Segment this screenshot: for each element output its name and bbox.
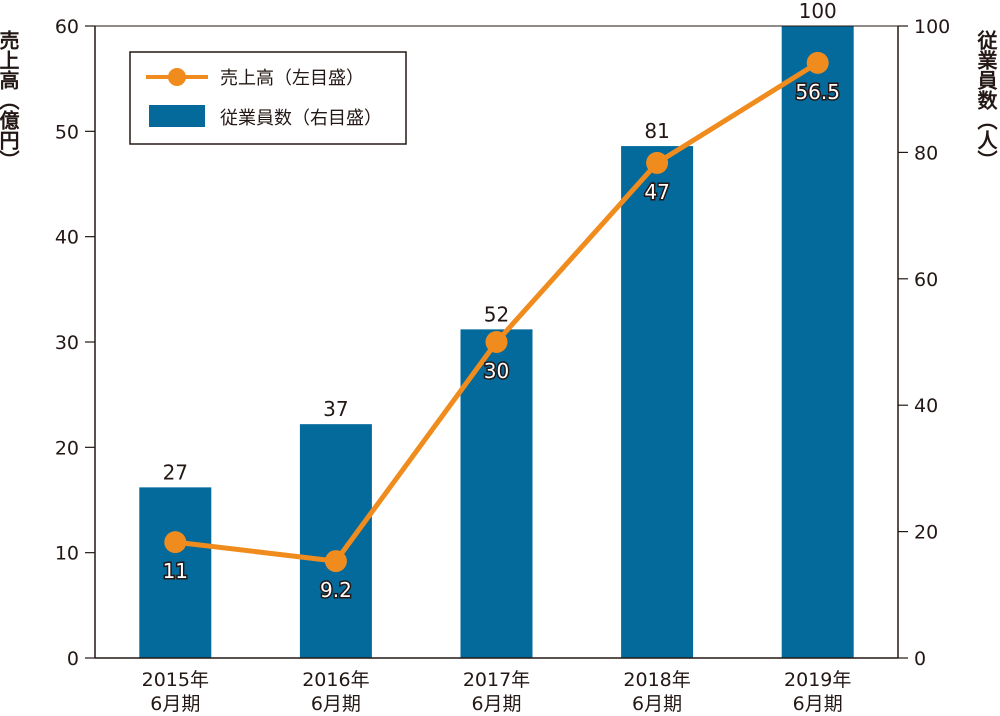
- x-category-label-3-line-0: 2018年: [623, 669, 690, 691]
- bar-employees-2: [460, 329, 533, 658]
- x-category-label-0-line-1: 6月期: [150, 693, 200, 715]
- bar-value-label-2: 52: [484, 302, 509, 326]
- x-category-label-1-line-0: 2016年: [302, 669, 369, 691]
- bars-layer: [139, 26, 854, 658]
- y-right-tick-label-2: 40: [914, 395, 938, 417]
- bar-value-label-1: 37: [323, 397, 348, 421]
- bar-employees-0: [139, 487, 212, 658]
- x-category-label-0-line-0: 2015年: [142, 669, 209, 691]
- y-left-tick-label-3: 30: [55, 332, 79, 354]
- y-left-tick-label-0: 0: [67, 648, 79, 670]
- y-right-tick-label-1: 20: [914, 522, 938, 544]
- bar-value-label-3: 81: [644, 119, 669, 143]
- bar-value-label-4: 100: [799, 0, 837, 23]
- legend-line-marker: [168, 68, 186, 86]
- y-left-tick-label-6: 60: [55, 16, 79, 38]
- y-right-tick-label-3: 60: [914, 269, 938, 291]
- legend-bar-swatch: [149, 105, 205, 127]
- axes-layer: 01020304050600204060801002015年6月期2016年6月…: [55, 16, 950, 715]
- line-sales-value-label-0: 11: [163, 559, 188, 583]
- x-category-label-1-line-1: 6月期: [311, 693, 361, 715]
- x-category-label-4-line-0: 2019年: [784, 669, 851, 691]
- line-sales-value-label-2: 30: [484, 359, 509, 383]
- y-left-tick-label-4: 40: [55, 227, 79, 249]
- line-sales-point-0: [164, 531, 187, 554]
- x-category-label-2-line-1: 6月期: [471, 693, 521, 715]
- y-left-tick-label-5: 50: [55, 121, 79, 143]
- x-category-label-3-line-1: 6月期: [632, 693, 682, 715]
- bar-employees-1: [299, 424, 372, 658]
- line-sales-point-1: [324, 550, 347, 573]
- y-right-tick-label-4: 80: [914, 142, 938, 164]
- y-right-tick-label-0: 0: [914, 648, 926, 670]
- line-sales-point-2: [485, 331, 508, 353]
- line-sales-value-label-4: 56.5: [795, 80, 840, 104]
- legend-label-sales: 売上高（左目盛）: [220, 68, 364, 89]
- line-sales-value-label-1: 9.2: [320, 578, 352, 602]
- line-sales-point-3: [646, 151, 669, 174]
- x-category-label-4-line-1: 6月期: [793, 693, 843, 715]
- bar-value-label-0: 27: [163, 460, 188, 484]
- legend-box: [129, 51, 407, 145]
- legend-label-employees: 従業員数（右目盛）: [220, 108, 382, 129]
- y-axis-right-title: 従業員数（人）: [974, 29, 998, 170]
- line-sales-value-label-3: 47: [644, 180, 669, 204]
- y-right-tick-label-5: 100: [914, 16, 950, 38]
- labels-layer: 27 37 52 81 100 11 9.2 30 47 56.5: [161, 0, 841, 604]
- bar-employees-3: [621, 146, 694, 658]
- legend: 売上高（左目盛） 従業員数（右目盛）: [129, 51, 407, 145]
- y-left-tick-label-1: 10: [55, 543, 79, 565]
- y-axis-left-title: 売上高（億円）: [0, 30, 20, 170]
- x-category-label-2-line-0: 2017年: [463, 669, 530, 691]
- bar-employees-4: [781, 26, 854, 658]
- line-layer: [164, 51, 829, 573]
- line-sales-point-4: [806, 51, 829, 74]
- y-left-tick-label-2: 20: [55, 437, 79, 459]
